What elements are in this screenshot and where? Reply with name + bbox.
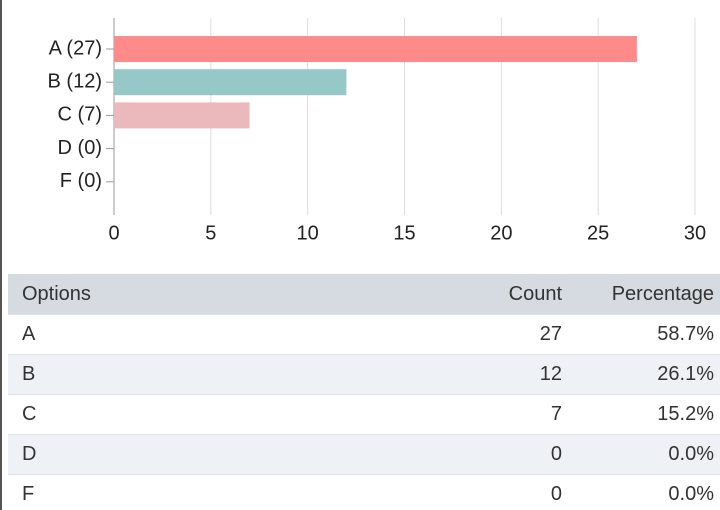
header-cell: Percentage: [570, 274, 720, 315]
table-cell: 27: [428, 314, 570, 355]
x-tick-label: 0: [108, 222, 119, 244]
bar: [114, 102, 250, 129]
table-cell: C: [8, 394, 428, 435]
header-cell: Options: [8, 274, 428, 315]
table-cell: 7: [428, 394, 570, 435]
table-cell: 0.0%: [570, 474, 720, 510]
table-row: D 0 0.0%: [8, 434, 720, 475]
table-cell: F: [8, 474, 428, 510]
table-body: A 27 58.7% B 12 26.1% C 7 15.2% D 0 0.0% F 0 0.0%: [8, 314, 720, 510]
table-row: A 27 58.7%: [8, 314, 720, 355]
x-tick-label: 20: [490, 222, 512, 244]
table-cell: 12: [428, 354, 570, 395]
chart: 0 5 10 15 20 25 30 A (27) B (12) C (7) D (0) F (0): [48, 18, 706, 244]
y-tick-label: F (0): [60, 170, 102, 192]
table-row: C 7 15.2%: [8, 394, 720, 435]
bar: [114, 69, 347, 96]
x-tick-label: 10: [297, 222, 319, 244]
table-cell: 26.1%: [570, 354, 720, 395]
x-tick-label: 15: [393, 222, 415, 244]
table-cell: 58.7%: [570, 314, 720, 355]
table-cell: 0.0%: [570, 434, 720, 475]
y-tick-label: A (27): [49, 37, 102, 59]
table-cell: 0: [428, 434, 570, 475]
table-cell: 15.2%: [570, 394, 720, 435]
y-tick-label: B (12): [48, 70, 102, 92]
x-tick-label: 5: [205, 222, 216, 244]
table-row: B 12 26.1%: [8, 354, 720, 395]
table-cell: D: [8, 434, 428, 475]
header-cell: Count: [428, 274, 570, 315]
y-tick-label: D (0): [58, 137, 102, 159]
x-tick-label: 30: [684, 222, 706, 244]
table-cell: 0: [428, 474, 570, 510]
header-row: Options Count Percentage: [8, 274, 720, 315]
x-tick-label: 25: [587, 222, 609, 244]
table-row: F 0 0.0%: [8, 474, 720, 510]
results-table: Options Count Percentage A 27 58.7% B 12 26.1…: [8, 274, 720, 510]
bar: [114, 36, 637, 62]
table-cell: B: [8, 354, 428, 395]
table-cell: A: [8, 314, 428, 355]
y-tick-label: C (7): [58, 104, 102, 126]
